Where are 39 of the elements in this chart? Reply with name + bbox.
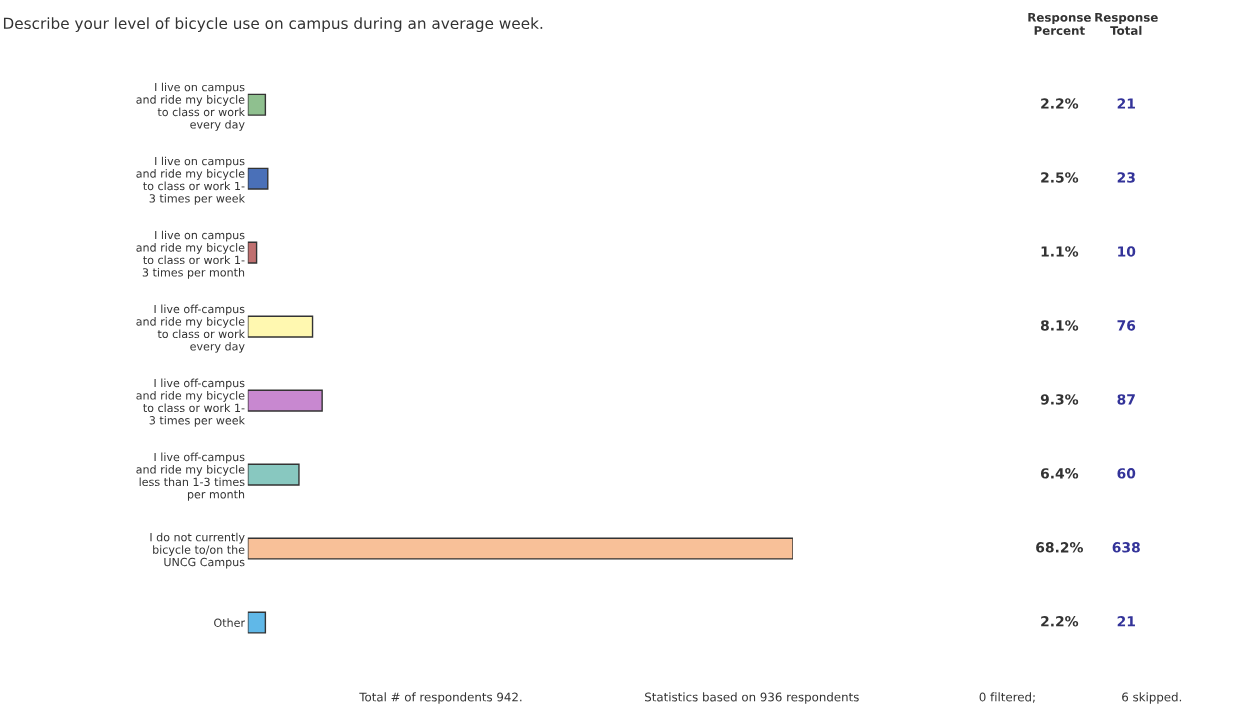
bar <box>247 389 323 412</box>
text: 21 <box>1117 98 1135 109</box>
data-label: 8.1% <box>1040 320 1079 331</box>
y-tick-label: I live off-campus and ride my bicycle to class or work every day <box>136 304 245 353</box>
text: Response Total <box>1095 13 1158 35</box>
text: Response Percent <box>1028 13 1091 35</box>
data-label: 6.4% <box>1040 468 1079 479</box>
text: 76 <box>1117 320 1136 331</box>
bar <box>247 167 269 190</box>
y-tick-label: Other <box>214 618 246 627</box>
data-label: 2.2% <box>1041 616 1079 627</box>
text: 6 skipped. <box>1122 692 1182 704</box>
bar <box>247 315 314 338</box>
text: 23 <box>1117 172 1135 183</box>
bar <box>247 537 793 560</box>
data-label: 2.5% <box>1041 172 1079 183</box>
y-tick-label: I live off-campus and ride my bicycle less than 1-3 times per month <box>136 452 245 501</box>
text: 60 <box>1117 468 1136 479</box>
text: 638 <box>1112 542 1140 553</box>
bar <box>247 93 267 116</box>
chart-title: Describe your level of bicycle use on campus during an average week. <box>3 17 543 33</box>
data-label: 9.3% <box>1040 394 1079 405</box>
y-tick-label: I live on campus and ride my bicycle to class or work 1- 3 times per week <box>136 156 245 205</box>
text: 87 <box>1117 394 1135 405</box>
text: 10 <box>1118 246 1136 257</box>
y-tick-label: I do not currently bicycle to/on the UNCG Campus <box>150 532 245 569</box>
data-label: 2.2% <box>1041 98 1079 109</box>
bar <box>247 463 300 486</box>
bar <box>247 241 258 264</box>
data-label: 1.1% <box>1041 246 1079 257</box>
y-tick-label: I live off-campus and ride my bicycle to class or work 1- 3 times per week <box>136 378 245 427</box>
data-label: 68.2% <box>1036 542 1083 553</box>
text: Statistics based on 936 respondents <box>645 692 859 704</box>
text: 0 filtered; <box>979 692 1035 703</box>
y-tick-label: I live on campus and ride my bicycle to class or work every day <box>136 82 245 131</box>
y-tick-label: I live on campus and ride my bicycle to class or work 1- 3 times per month <box>136 230 245 279</box>
text: 21 <box>1117 616 1135 627</box>
bar <box>247 611 267 634</box>
text: Total # of respondents 942. <box>359 692 522 704</box>
